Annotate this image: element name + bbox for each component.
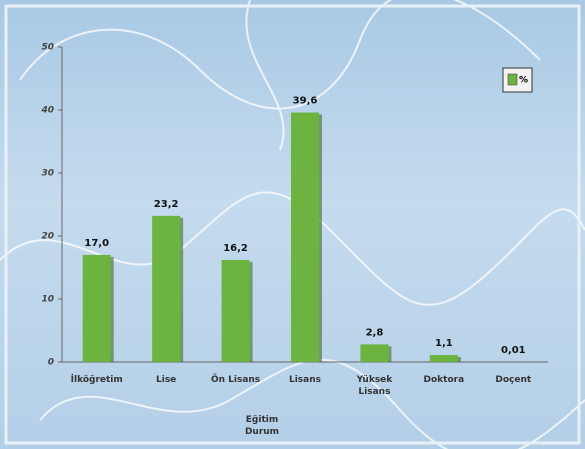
value-label: 17,0 — [84, 238, 109, 249]
bar — [360, 344, 389, 362]
legend-box — [502, 67, 533, 93]
y-tick-label: 10 — [41, 295, 54, 305]
x-axis-title: Eğitim Durum — [244, 415, 280, 437]
y-tick-label: 40 — [40, 106, 54, 116]
bar — [429, 355, 458, 362]
legend-label: % — [519, 76, 528, 86]
value-label: 1,1 — [435, 338, 453, 349]
x-tick-label: İlköğretim — [70, 375, 123, 385]
x-tick-label: Lise — [156, 375, 177, 385]
bar — [221, 259, 250, 362]
bar — [152, 215, 181, 362]
bar — [82, 254, 111, 362]
x-tick-label: Yüksek Lisans — [356, 375, 393, 397]
x-tick-label: Lisans — [288, 375, 321, 385]
y-tick-label: 30 — [41, 169, 54, 179]
x-tick-label: Doçent — [495, 375, 532, 385]
y-tick-label: 50 — [41, 43, 54, 53]
y-tick-label: 0 — [48, 358, 54, 368]
legend-swatch — [507, 73, 518, 86]
y-tick-label: 20 — [41, 232, 54, 242]
bar — [291, 112, 319, 363]
value-label: 2,8 — [366, 327, 384, 338]
value-label: 16,2 — [223, 243, 248, 254]
x-tick-label: Ön Lisans — [210, 375, 261, 385]
x-tick-label: Doktora — [423, 375, 465, 385]
value-label: 39,6 — [293, 96, 318, 107]
value-label: 23,2 — [154, 199, 179, 210]
value-label: 0,01 — [501, 345, 526, 356]
frame — [4, 4, 581, 445]
